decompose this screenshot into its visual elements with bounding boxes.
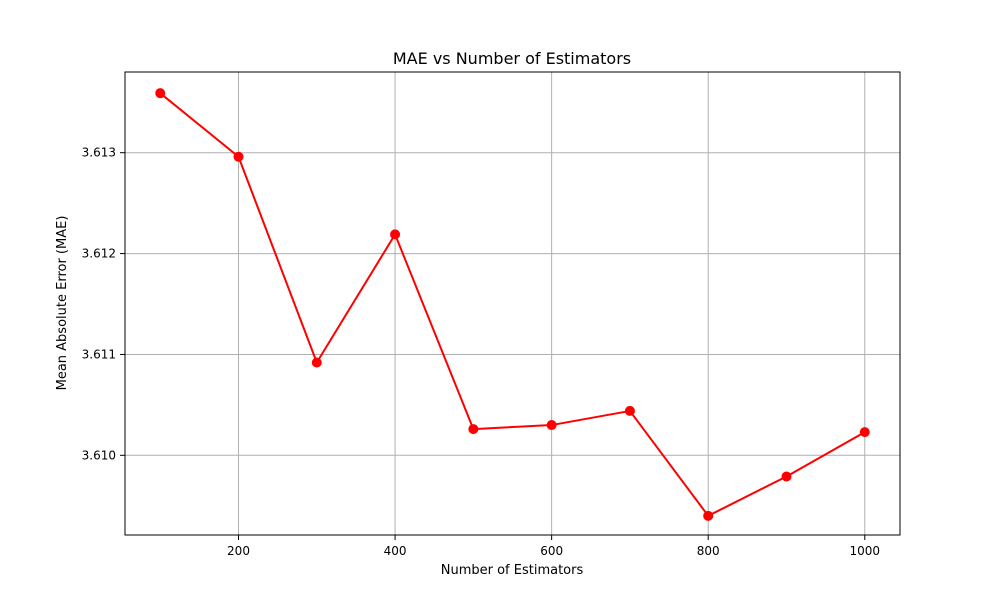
plot-frame bbox=[124, 71, 901, 536]
x-tick-label: 400 bbox=[384, 544, 407, 558]
y-tick-label: 3.613 bbox=[82, 146, 116, 160]
x-tick-label: 1000 bbox=[849, 544, 880, 558]
y-tick-label: 3.610 bbox=[82, 448, 116, 462]
data-point bbox=[155, 88, 166, 99]
x-tick-label: 200 bbox=[227, 544, 250, 558]
data-point bbox=[233, 151, 244, 162]
y-axis-label: Mean Absolute Error (MAE) bbox=[55, 216, 70, 391]
series-layer bbox=[155, 88, 870, 521]
series-line bbox=[159, 92, 866, 517]
x-tick-label: 600 bbox=[540, 544, 563, 558]
data-point bbox=[390, 229, 401, 240]
x-tick-label: 800 bbox=[697, 544, 720, 558]
data-point bbox=[311, 357, 322, 368]
data-point bbox=[859, 427, 870, 438]
data-point bbox=[703, 510, 714, 521]
x-axis-label: Number of Estimators bbox=[441, 563, 584, 578]
ticks-layer: 200 400 600 800 1000 3.610 3.611 3.612 3.613 bbox=[82, 146, 880, 558]
data-point bbox=[781, 471, 792, 482]
grid-layer bbox=[125, 72, 900, 535]
chart-title: MAE vs Number of Estimators bbox=[393, 49, 631, 68]
y-tick-label: 3.611 bbox=[82, 347, 116, 361]
y-tick-label: 3.612 bbox=[82, 247, 116, 261]
data-point bbox=[624, 405, 635, 416]
data-point bbox=[546, 420, 557, 431]
data-point bbox=[468, 424, 479, 435]
